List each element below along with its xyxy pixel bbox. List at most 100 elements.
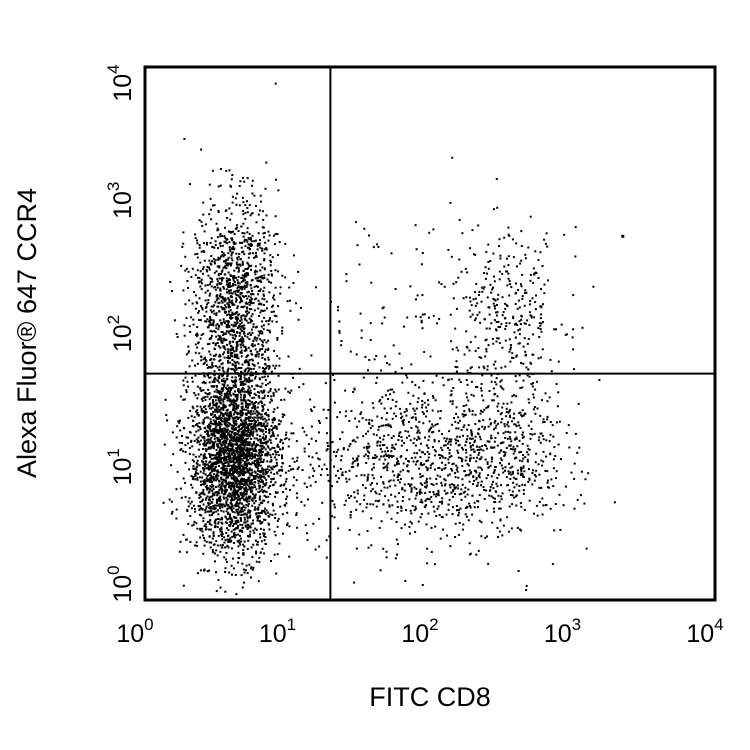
event-dot	[239, 537, 242, 540]
event-dot	[220, 273, 223, 275]
event-dot	[251, 426, 254, 429]
event-dot	[215, 395, 218, 398]
event-dot	[265, 478, 268, 481]
event-dot	[238, 495, 240, 498]
event-dot	[224, 299, 227, 302]
event-dot	[236, 256, 239, 259]
event-dot	[236, 510, 238, 513]
event-dot	[273, 418, 276, 421]
event-dot	[171, 431, 174, 434]
event-dot	[253, 392, 256, 395]
event-dot	[447, 458, 450, 461]
event-dot	[197, 505, 200, 508]
event-dot	[230, 496, 233, 499]
event-dot	[448, 484, 451, 487]
event-dot	[235, 433, 238, 435]
event-dot	[274, 481, 277, 484]
event-dot	[276, 451, 279, 453]
event-dot	[216, 406, 219, 409]
event-dot	[192, 318, 195, 321]
event-dot	[253, 495, 256, 498]
event-dot	[243, 274, 246, 277]
event-dot	[236, 327, 239, 330]
event-dot	[235, 317, 238, 320]
event-dot	[261, 356, 264, 359]
event-dot	[225, 428, 228, 431]
event-dot	[184, 376, 187, 379]
event-dot	[245, 569, 247, 572]
event-dot	[223, 385, 225, 388]
event-dot	[243, 491, 246, 493]
event-dot	[255, 444, 258, 447]
event-dot	[417, 435, 420, 438]
event-dot	[198, 319, 201, 321]
event-dot	[244, 455, 247, 458]
event-dot	[232, 440, 235, 443]
event-dot	[228, 241, 231, 244]
event-dot	[241, 483, 244, 486]
event-dot	[491, 399, 494, 402]
event-dot	[443, 444, 445, 447]
event-dot	[199, 480, 202, 483]
event-dot	[263, 375, 266, 378]
event-dot	[478, 446, 481, 449]
event-dot	[245, 503, 248, 506]
event-dot	[444, 457, 447, 459]
event-dot	[233, 369, 236, 371]
event-dot	[241, 251, 244, 254]
event-dot	[315, 439, 318, 442]
event-dot	[246, 517, 249, 520]
event-dot	[217, 431, 220, 434]
event-dot	[253, 402, 256, 405]
event-dot	[462, 415, 465, 418]
event-dot	[467, 464, 470, 467]
event-dot	[228, 473, 231, 476]
event-dot	[228, 484, 231, 487]
event-dot	[247, 441, 249, 444]
event-dot	[261, 397, 264, 400]
event-dot	[166, 419, 169, 422]
event-dot	[260, 309, 263, 312]
event-dot	[225, 396, 228, 399]
event-dot	[179, 449, 182, 451]
event-dot	[228, 415, 231, 418]
event-dot	[203, 469, 206, 472]
event-dot	[415, 494, 418, 497]
event-dot	[259, 442, 262, 445]
event-dot	[208, 268, 211, 271]
event-dot	[254, 424, 257, 427]
event-dot	[187, 270, 190, 273]
event-dot	[196, 252, 199, 255]
event-dot	[496, 444, 499, 447]
event-dot	[203, 251, 206, 253]
event-dot	[214, 429, 217, 431]
event-dot	[228, 342, 231, 345]
event-dot	[237, 281, 240, 284]
event-dot	[246, 200, 248, 203]
event-dot	[256, 248, 259, 251]
event-dot	[258, 497, 261, 500]
event-dot	[236, 340, 239, 343]
event-dot	[211, 363, 213, 366]
event-dot	[213, 347, 216, 350]
event-dot	[203, 480, 206, 483]
event-dot	[216, 462, 219, 465]
event-dot	[245, 404, 247, 407]
event-dot	[219, 235, 222, 238]
event-dot	[228, 262, 231, 265]
event-dot	[203, 230, 206, 233]
event-dot	[201, 411, 204, 414]
event-dot	[236, 492, 239, 495]
event-dot	[226, 399, 229, 402]
event-dot	[406, 464, 409, 467]
event-dot	[219, 396, 222, 399]
event-dot	[254, 422, 256, 425]
event-dot	[408, 498, 411, 501]
event-dot	[206, 430, 209, 433]
event-dot	[238, 463, 241, 466]
event-dot	[223, 346, 226, 349]
event-dot	[210, 407, 213, 410]
event-dot	[212, 443, 215, 446]
event-dot	[243, 516, 246, 519]
event-dot	[244, 429, 246, 432]
